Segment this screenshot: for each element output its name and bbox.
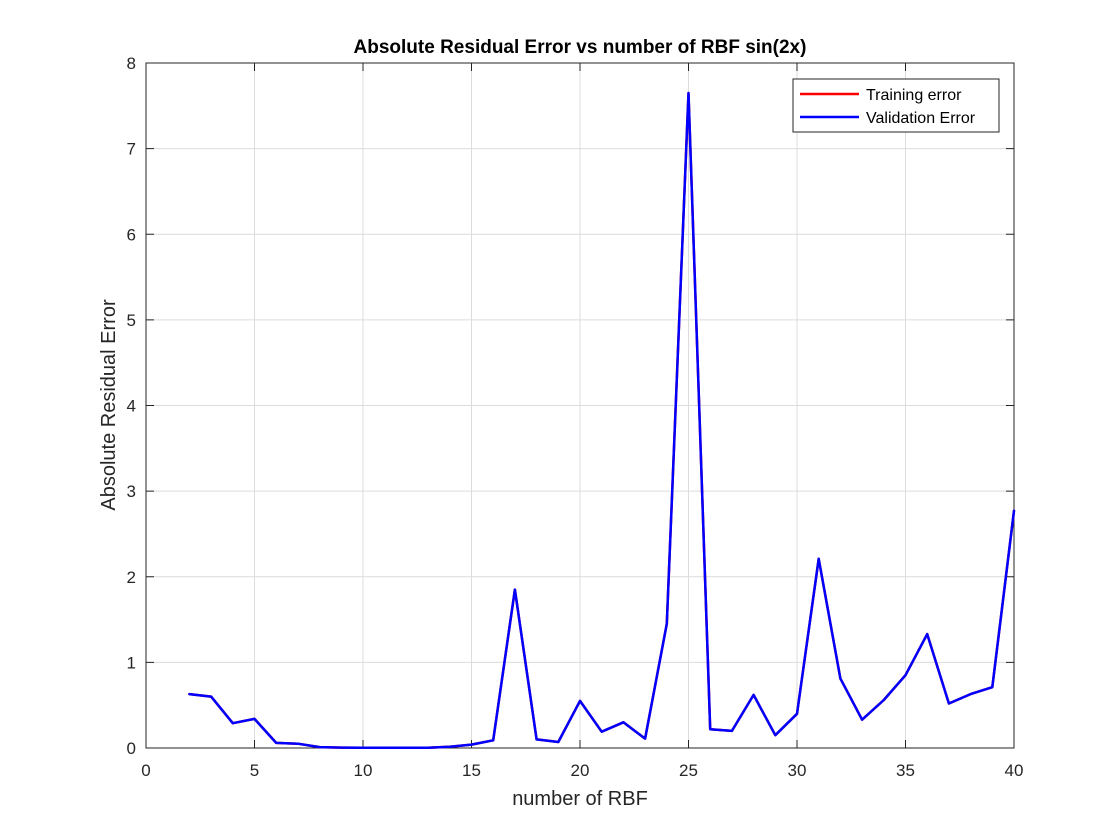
y-tick-label: 3 <box>127 482 136 501</box>
x-tick-label: 5 <box>250 761 259 780</box>
x-axis-label: number of RBF <box>512 788 648 810</box>
y-tick-label: 7 <box>127 140 136 159</box>
legend: Training error Validation Error <box>792 78 1000 133</box>
x-tick-label: 20 <box>571 761 590 780</box>
chart-title: Absolute Residual Error vs number of RBF… <box>354 37 807 58</box>
x-tick-label: 15 <box>462 761 481 780</box>
y-tick-label: 1 <box>127 653 136 672</box>
legend-label-training: Training error <box>866 87 962 104</box>
series-lines <box>188 91 1016 749</box>
y-tick-label: 8 <box>127 54 136 73</box>
x-tick-label: 0 <box>141 761 150 780</box>
x-tick-label: 40 <box>1005 761 1024 780</box>
x-tick-label: 10 <box>354 761 373 780</box>
x-tick-label: 30 <box>788 761 807 780</box>
y-tick-label: 5 <box>127 311 136 330</box>
legend-label-validation: Validation Error <box>866 110 976 127</box>
y-tick-label: 0 <box>127 739 136 758</box>
y-tick-label: 2 <box>127 568 136 587</box>
x-tick-label: 35 <box>896 761 915 780</box>
series-line-training-error <box>188 91 1016 749</box>
legend-box <box>792 78 1000 133</box>
x-tick-label: 25 <box>679 761 698 780</box>
y-tick-label: 6 <box>127 225 136 244</box>
grid <box>145 62 1015 749</box>
y-axis-label: Absolute Residual Error <box>98 299 120 511</box>
ticks: 0 5 10 15 20 25 30 35 40 0 1 2 3 4 5 6 7 8 <box>127 54 1024 780</box>
y-tick-label: 4 <box>127 397 136 416</box>
series-line-validation-error <box>188 91 1016 749</box>
